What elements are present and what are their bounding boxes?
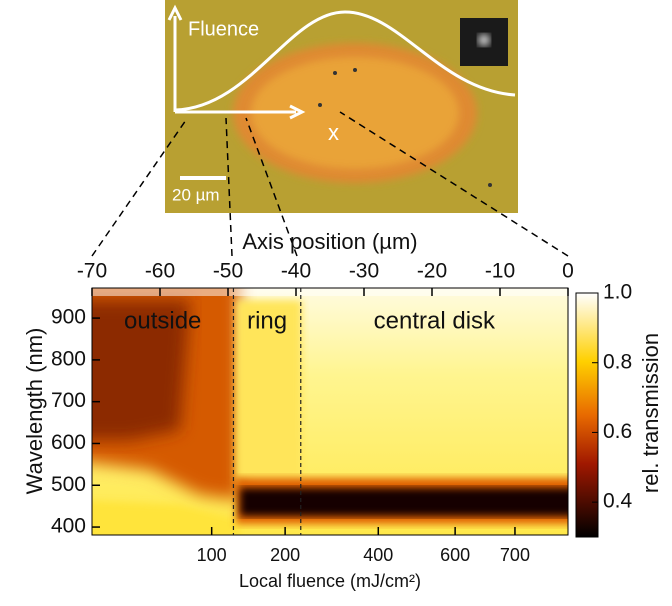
y-tick-label: 900	[51, 306, 86, 329]
y-tick-label: 800	[51, 347, 86, 370]
inset-label: Fluence	[188, 18, 259, 40]
y-tick-label: 500	[51, 473, 86, 496]
region-label: outside	[124, 307, 201, 334]
x2-tick-label: 600	[440, 545, 470, 565]
region-label: ring	[247, 307, 287, 334]
plot-frame	[91, 287, 569, 536]
x-tick-label: -30	[349, 260, 379, 283]
x2-tick-label: 100	[197, 545, 227, 565]
y-tick-label: 400	[51, 515, 86, 538]
colorbar-tick-label: 0.6	[603, 420, 632, 443]
colorbar-tick-label: 1.0	[603, 281, 632, 304]
x-tick-label: -60	[145, 260, 175, 283]
x-tick-label: -20	[417, 260, 447, 283]
colorbar-tick-label: 0.4	[603, 490, 633, 513]
x2-tick-label: 700	[500, 545, 530, 565]
x-tick-label: 0	[562, 260, 574, 283]
colorbar-title: rel. transmission	[638, 333, 663, 493]
x-tick-label: -50	[213, 260, 243, 283]
scale-bar-label: 20 µm	[172, 185, 220, 204]
colorbar	[575, 292, 599, 538]
y-tick-label: 600	[51, 431, 86, 454]
zoom-lines	[91, 111, 569, 257]
inset-label: x	[328, 120, 339, 145]
x-tick-label: -10	[485, 260, 515, 283]
x-tick-label: -70	[77, 260, 107, 283]
x2-tick-label: 400	[363, 545, 393, 565]
y-axis-title: Wavelength (nm)	[22, 328, 47, 495]
micrograph: Fluence x 20 µm	[165, 0, 518, 213]
x2-tick-label: 200	[270, 545, 300, 565]
y-tick-label: 700	[51, 389, 86, 412]
colorbar-tick-label: 0.8	[603, 350, 632, 373]
x-axis-title: Axis position (µm)	[242, 229, 417, 254]
x2-axis-title: Local fluence (mJ/cm²)	[239, 571, 421, 591]
region-label: central disk	[374, 307, 496, 334]
heatmap-image	[92, 288, 568, 535]
x-tick-label: -40	[281, 260, 311, 283]
